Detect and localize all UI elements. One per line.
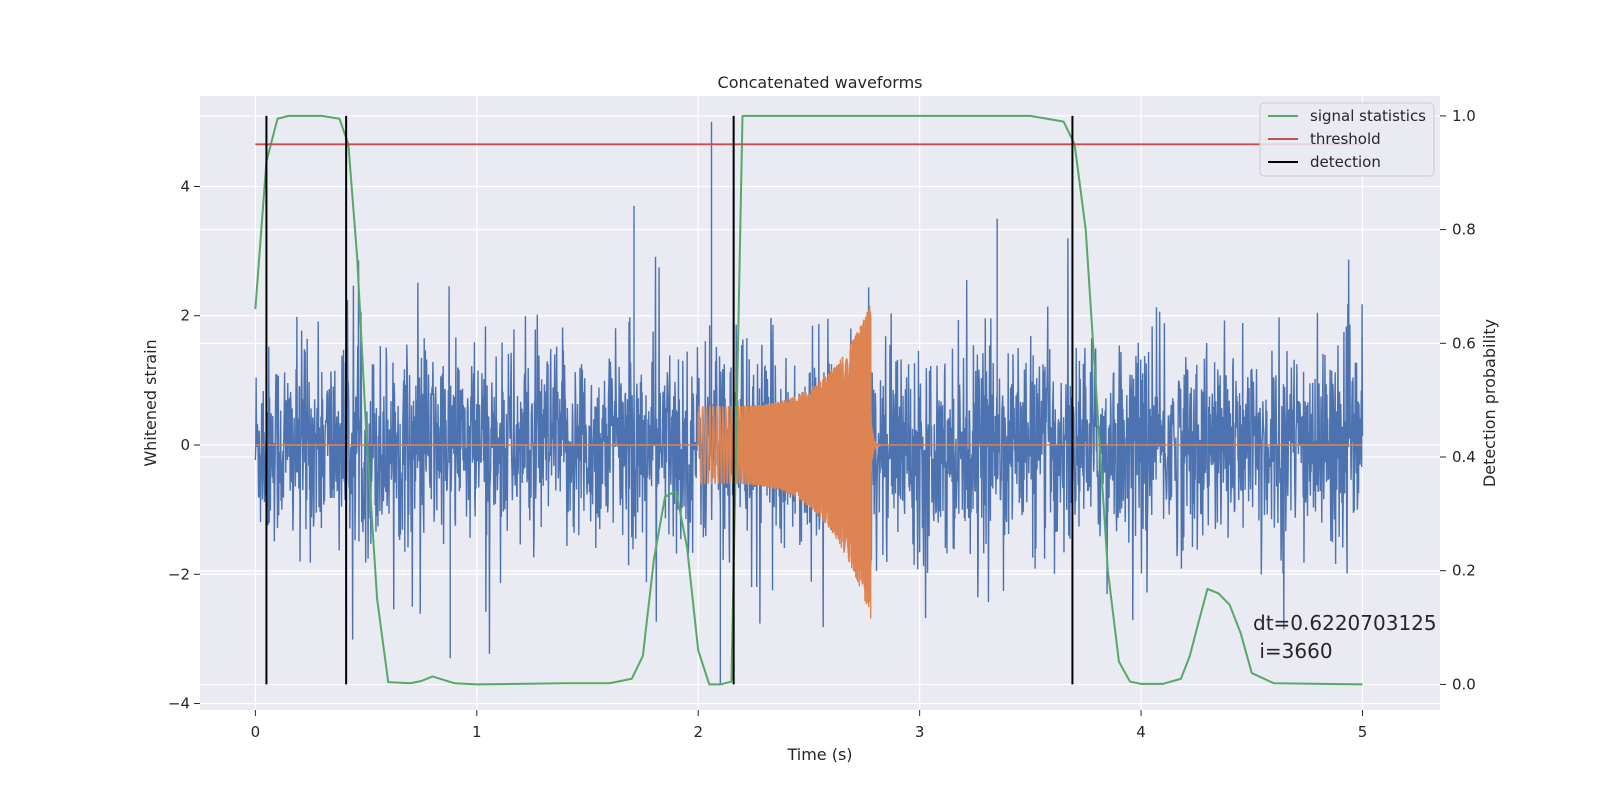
legend-label-detection: detection bbox=[1310, 153, 1381, 171]
y-tick-label-2: 0 bbox=[180, 436, 190, 454]
y-axis-label: Whitened strain bbox=[141, 339, 160, 466]
y-tick-label-4: 4 bbox=[180, 177, 190, 195]
legend-box bbox=[1259, 102, 1435, 177]
y2-tick-label-1: 0.2 bbox=[1452, 562, 1476, 580]
x-tick-label-3: 3 bbox=[915, 723, 925, 741]
x-tick-label-0: 0 bbox=[251, 723, 261, 741]
y2-axis-ticks: 0.0 0.2 0.4 0.6 0.8 1.0 bbox=[1440, 107, 1476, 693]
legend-label-signal-statistics: signal statistics bbox=[1310, 107, 1426, 125]
y2-tick-label-3: 0.6 bbox=[1452, 334, 1476, 352]
chart-title: Concatenated waveforms bbox=[718, 73, 923, 92]
legend: signal statistics threshold detection bbox=[1259, 102, 1435, 177]
annotation-dt: dt=0.6220703125 bbox=[1253, 611, 1437, 635]
y2-tick-label-4: 0.8 bbox=[1452, 221, 1476, 239]
x-axis-label: Time (s) bbox=[786, 745, 852, 764]
y-tick-label-1: −2 bbox=[168, 565, 190, 583]
y-tick-label-3: 2 bbox=[180, 307, 190, 325]
annotation-index: i=3660 bbox=[1253, 639, 1333, 663]
signal-statistics-line bbox=[254, 114, 1363, 686]
y2-tick-label-0: 0.0 bbox=[1452, 675, 1476, 693]
y2-tick-label-2: 0.4 bbox=[1452, 448, 1476, 466]
detection-series bbox=[265, 115, 1074, 685]
statistic-series bbox=[254, 114, 1363, 686]
x-axis-ticks: 0 1 2 3 4 5 bbox=[251, 710, 1368, 741]
x-tick-label-2: 2 bbox=[693, 723, 703, 741]
x-tick-label-1: 1 bbox=[472, 723, 482, 741]
y-axis-ticks: −4 −2 0 2 4 bbox=[168, 177, 200, 713]
y-tick-label-0: −4 bbox=[168, 695, 190, 713]
y2-tick-label-5: 1.0 bbox=[1452, 107, 1476, 125]
x-tick-label-4: 4 bbox=[1136, 723, 1146, 741]
chirp-line bbox=[255, 305, 1363, 619]
legend-label-threshold: threshold bbox=[1310, 130, 1381, 148]
chirp-series bbox=[255, 305, 1363, 619]
x-tick-label-5: 5 bbox=[1358, 723, 1368, 741]
y2-axis-label: Detection probability bbox=[1480, 319, 1499, 487]
